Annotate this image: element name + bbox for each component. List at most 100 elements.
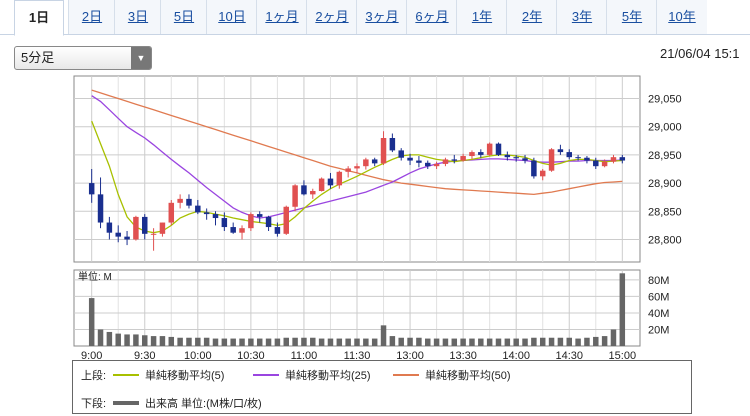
- volume-bar: [539, 337, 546, 346]
- candle: [97, 194, 104, 223]
- volume-bar: [425, 338, 431, 346]
- candle: [318, 178, 325, 191]
- volume-bar: [318, 338, 325, 346]
- volume-bar: [106, 331, 113, 346]
- volume-bar: [239, 338, 245, 346]
- candle: [469, 152, 475, 157]
- x-tick-label: 14:00: [502, 350, 530, 362]
- volume-tick-label: 40M: [648, 308, 669, 320]
- tab-1[interactable]: 1日: [14, 0, 64, 36]
- volume-bar: [495, 338, 502, 346]
- volume-bar: [115, 333, 121, 346]
- candle: [230, 227, 236, 233]
- x-tick-label: 11:30: [344, 350, 371, 362]
- tab-12[interactable]: 3年: [556, 0, 607, 34]
- volume-bar: [274, 338, 281, 346]
- candle: [177, 198, 183, 203]
- candle: [354, 166, 360, 169]
- volume-bar: [566, 337, 572, 346]
- volume-bar: [522, 338, 528, 346]
- volume-bar: [265, 338, 272, 346]
- candle: [460, 156, 466, 161]
- volume-bar: [133, 334, 139, 346]
- candle: [548, 149, 555, 171]
- volume-bar: [327, 338, 334, 346]
- candle: [203, 212, 210, 215]
- candle: [478, 152, 484, 155]
- candle: [513, 157, 519, 159]
- candle: [221, 218, 228, 228]
- tab-6[interactable]: 1ヶ月: [256, 0, 307, 34]
- candle: [398, 150, 404, 158]
- candle: [442, 159, 449, 164]
- interval-select[interactable]: 5分足 ▼: [14, 46, 152, 70]
- volume-bar: [363, 338, 369, 346]
- candle: [407, 157, 413, 161]
- tab-8[interactable]: 3ヶ月: [356, 0, 407, 34]
- price-tick-label: 28,800: [648, 234, 682, 246]
- volume-bar: [380, 325, 387, 346]
- candle: [186, 198, 192, 206]
- x-tick-label: 10:30: [237, 350, 265, 362]
- x-tick-label: 15:00: [609, 350, 637, 362]
- price-tick-label: 29,000: [648, 122, 682, 134]
- tab-9[interactable]: 6ヶ月: [406, 0, 457, 34]
- volume-bar: [124, 334, 130, 346]
- tab-5[interactable]: 10日: [206, 0, 257, 34]
- legend-ma5-label: 単純移動平均(5): [145, 370, 225, 382]
- candle: [256, 214, 263, 217]
- candle: [88, 183, 95, 195]
- legend-ma25: 単純移動平均(25): [253, 367, 371, 383]
- tab-11[interactable]: 2年: [506, 0, 557, 34]
- volume-bar: [451, 338, 458, 346]
- tab-7[interactable]: 2ヶ月: [306, 0, 357, 34]
- candle: [486, 143, 493, 155]
- x-tick-label: 11:00: [291, 350, 318, 362]
- chevron-down-icon: ▼: [131, 47, 151, 69]
- x-tick-label: 9:30: [134, 350, 155, 362]
- legend-ma25-label: 単純移動平均(25): [285, 370, 371, 382]
- legend: 上段: 単純移動平均(5) 単純移動平均(25) 単純移動平均(50) 下段: …: [72, 360, 692, 414]
- candle: [248, 214, 254, 229]
- candle: [274, 227, 281, 234]
- x-tick-label: 14:30: [555, 350, 583, 362]
- tab-4[interactable]: 5日: [160, 0, 207, 34]
- x-tick-label: 10:00: [184, 350, 212, 362]
- candle: [584, 157, 590, 161]
- candle: [593, 160, 599, 167]
- candle: [575, 157, 581, 159]
- candle: [566, 152, 572, 158]
- candle: [133, 216, 139, 240]
- volume-bar: [433, 338, 440, 346]
- candle: [301, 185, 307, 195]
- volume-bar: [557, 337, 564, 346]
- tab-3[interactable]: 3日: [114, 0, 161, 34]
- candle: [389, 138, 396, 151]
- candle: [371, 159, 378, 164]
- legend-ma50-swatch: [393, 374, 419, 376]
- tab-13[interactable]: 5年: [606, 0, 657, 34]
- tab-14[interactable]: 10年: [656, 0, 707, 34]
- volume-tick-label: 20M: [648, 324, 669, 336]
- candle: [283, 206, 289, 234]
- candle: [292, 185, 298, 207]
- candle: [433, 163, 440, 167]
- volume-bar: [203, 337, 210, 346]
- volume-bar: [345, 338, 351, 346]
- candle: [168, 202, 175, 223]
- legend-ma50-label: 単純移動平均(50): [425, 370, 511, 382]
- candle: [239, 228, 245, 233]
- volume-bar: [416, 337, 422, 346]
- legend-upper-label: 上段:: [81, 370, 107, 382]
- volume-bar: [575, 338, 581, 346]
- volume-bar: [88, 298, 95, 346]
- volume-bar: [195, 337, 201, 346]
- legend-ma50: 単純移動平均(50): [393, 367, 511, 383]
- candle: [195, 205, 201, 213]
- tab-2[interactable]: 2日: [68, 0, 115, 34]
- volume-bar: [221, 338, 228, 346]
- legend-ma5: 単純移動平均(5): [113, 367, 224, 383]
- candle: [142, 216, 148, 234]
- volume-bar: [407, 337, 413, 346]
- tab-10[interactable]: 1年: [456, 0, 507, 34]
